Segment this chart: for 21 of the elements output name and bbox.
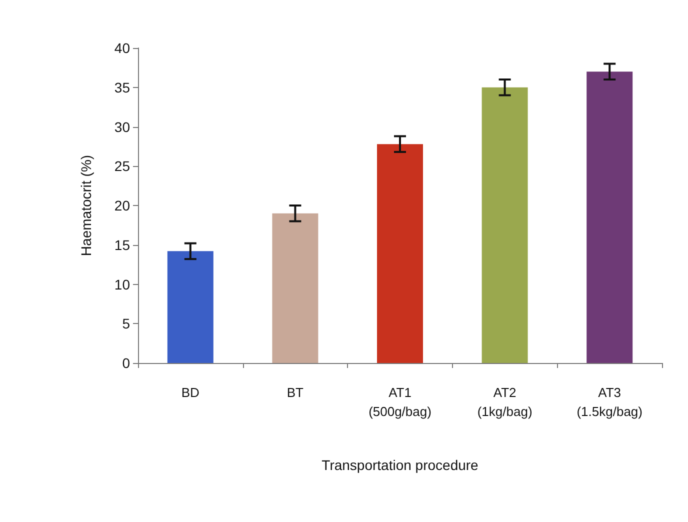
x-tick-label: AT1 (500g/bag) (368, 385, 432, 419)
y-tick-label: 30 (114, 118, 130, 135)
y-tick-label: 10 (114, 276, 130, 292)
bar (272, 213, 318, 363)
y-tick-label: 5 (122, 316, 130, 332)
bar (167, 251, 214, 363)
bar (586, 72, 633, 363)
x-tick-label: BD (181, 385, 200, 400)
y-tick-label: 20 (114, 198, 130, 214)
bar (377, 144, 423, 363)
y-tick-label: 40 (114, 40, 130, 56)
y-tick-label: 0 (122, 355, 130, 371)
y-tick-label: 25 (114, 158, 130, 174)
x-tick-label: AT2 (1kg/bag) (477, 385, 532, 419)
y-axis-title: Haematocrit (%) (78, 154, 94, 256)
y-tick-label: 15 (114, 236, 130, 253)
x-tick-label: AT3 (1.5kg/bag) (576, 385, 642, 419)
x-tick-label: BT (286, 385, 304, 400)
bar (482, 87, 528, 363)
y-tick-label: 35 (114, 79, 130, 96)
x-axis-title: Transportation procedure (322, 457, 479, 473)
